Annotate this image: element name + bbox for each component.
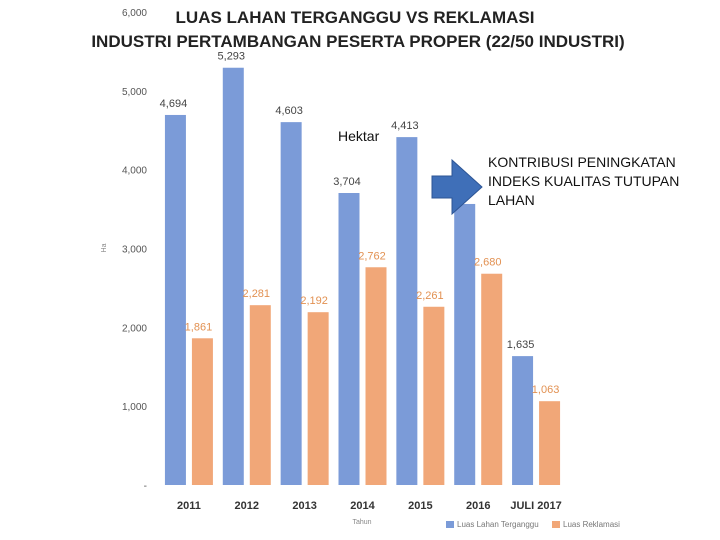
data-label-terganggu: 4,413: [391, 120, 419, 132]
y-tick-label: 6,000: [122, 8, 147, 19]
x-tick-label: 2013: [292, 500, 316, 512]
bar-reklamasi: [191, 338, 213, 485]
data-label-reklamasi: 2,762: [358, 250, 386, 262]
x-tick-label: 2014: [350, 500, 375, 512]
data-label-terganggu: 3,704: [333, 176, 361, 188]
chart-title-line-1: LUAS LAHAN TERGANGGU VS REKLAMASI: [176, 8, 535, 27]
x-tick-label: 2012: [235, 500, 259, 512]
legend: Luas Lahan Terganggu Luas Reklamasi: [446, 520, 620, 529]
annotation-line-2: INDEKS KUALITAS TUTUPAN: [488, 173, 680, 189]
bar-terganggu: [222, 67, 244, 485]
bar-reklamasi: [365, 267, 387, 485]
y-tick-label: 2,000: [122, 323, 147, 334]
y-tick-label: -: [144, 481, 147, 492]
legend-label-terganggu: Luas Lahan Terganggu: [457, 520, 539, 529]
chart-title-line-2: INDUSTRI PERTAMBANGAN PESERTA PROPER (22…: [91, 32, 624, 51]
bar-terganggu: [338, 193, 360, 485]
bar-reklamasi: [307, 312, 329, 485]
annotation-line-1: KONTRIBUSI PENINGKATAN: [488, 154, 676, 170]
unit-label: Hektar: [338, 128, 380, 144]
data-label-reklamasi: 2,192: [300, 295, 328, 307]
bar-terganggu: [280, 122, 302, 486]
annotation-text: KONTRIBUSI PENINGKATAN INDEKS KUALITAS T…: [488, 153, 679, 210]
y-axis-label: Ha: [101, 243, 108, 252]
y-tick-label: 4,000: [122, 166, 147, 177]
legend-label-reklamasi: Luas Reklamasi: [563, 520, 620, 529]
data-label-reklamasi: 2,261: [416, 290, 444, 302]
bar-terganggu: [164, 114, 186, 486]
legend-swatch-terganggu: [446, 521, 454, 528]
x-axis-label: Tahun: [352, 519, 371, 526]
x-tick-label: 2015: [408, 500, 432, 512]
bar-reklamasi: [539, 401, 561, 485]
data-label-terganggu: 5,293: [218, 51, 246, 63]
bar-terganggu: [512, 356, 534, 485]
bar-reklamasi: [249, 305, 271, 485]
bar-reklamasi: [423, 306, 445, 485]
x-tick-label: JULI 2017: [510, 500, 561, 512]
annotation-line-3: LAHAN: [488, 192, 535, 208]
legend-swatch-reklamasi: [552, 521, 560, 528]
bar-terganggu: [396, 137, 418, 485]
data-label-terganggu: 4,694: [160, 98, 188, 110]
y-tick-label: 5,000: [122, 87, 147, 98]
y-tick-label: 3,000: [122, 245, 147, 256]
data-label-reklamasi: 2,680: [474, 257, 502, 269]
data-label-reklamasi: 2,281: [243, 288, 271, 300]
right-arrow-icon: [431, 158, 483, 216]
x-tick-label: 2011: [177, 500, 201, 512]
y-tick-label: 1,000: [122, 402, 147, 413]
data-label-terganggu: 1,635: [507, 339, 535, 351]
data-label-reklamasi: 1,861: [185, 321, 213, 333]
bar-reklamasi: [481, 273, 503, 485]
x-tick-label: 2016: [466, 500, 490, 512]
bar-terganggu: [454, 203, 476, 485]
data-label-reklamasi: 1,063: [532, 384, 560, 396]
data-label-terganggu: 4,603: [275, 105, 303, 117]
